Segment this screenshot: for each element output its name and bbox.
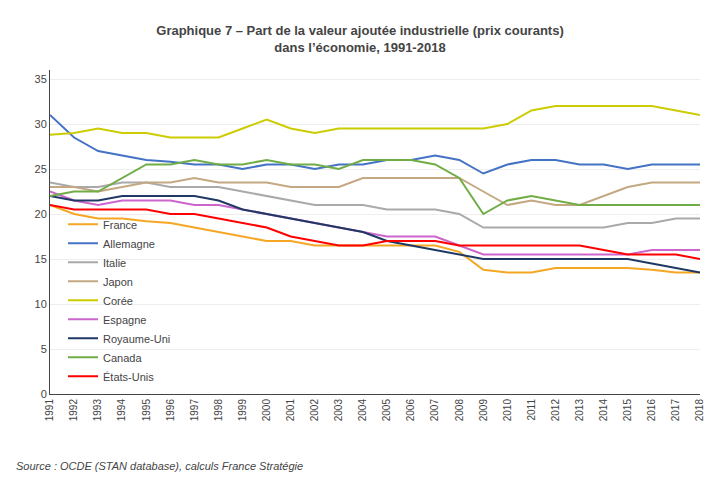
- svg-text:2006: 2006: [405, 399, 416, 422]
- svg-text:Italie: Italie: [103, 257, 126, 269]
- svg-text:1991: 1991: [44, 399, 55, 422]
- svg-text:2012: 2012: [550, 399, 561, 422]
- svg-text:Source : OCDE (STAN database),: Source : OCDE (STAN database), calculs F…: [16, 460, 303, 472]
- svg-text:2013: 2013: [574, 399, 585, 422]
- svg-text:2007: 2007: [429, 399, 440, 422]
- svg-text:1998: 1998: [213, 399, 224, 422]
- svg-text:2008: 2008: [454, 399, 465, 422]
- svg-text:2002: 2002: [309, 399, 320, 422]
- svg-text:10: 10: [35, 298, 47, 310]
- svg-text:25: 25: [35, 163, 47, 175]
- svg-text:0: 0: [41, 388, 47, 400]
- svg-text:2005: 2005: [381, 399, 392, 422]
- svg-text:15: 15: [35, 253, 47, 265]
- svg-text:Allemagne: Allemagne: [103, 238, 155, 250]
- svg-text:2000: 2000: [261, 399, 272, 422]
- svg-text:Canada: Canada: [103, 352, 142, 364]
- svg-text:2011: 2011: [526, 399, 537, 421]
- svg-text:Espagne: Espagne: [103, 314, 146, 326]
- svg-text:1996: 1996: [165, 399, 176, 422]
- svg-text:Graphique 7 – Part de la valeu: Graphique 7 – Part de la valeur ajoutée …: [156, 23, 563, 55]
- svg-text:2015: 2015: [622, 399, 633, 422]
- svg-text:5: 5: [41, 343, 47, 355]
- svg-text:2009: 2009: [478, 399, 489, 422]
- svg-text:30: 30: [35, 118, 47, 130]
- svg-text:2018: 2018: [694, 399, 705, 422]
- svg-text:35: 35: [35, 73, 47, 85]
- svg-text:1994: 1994: [116, 399, 127, 422]
- svg-text:1999: 1999: [237, 399, 248, 422]
- svg-text:2001: 2001: [285, 399, 296, 422]
- svg-text:1997: 1997: [189, 399, 200, 422]
- svg-text:États-Unis: États-Unis: [103, 371, 154, 383]
- svg-text:2016: 2016: [646, 399, 657, 422]
- svg-text:1993: 1993: [92, 399, 103, 422]
- svg-text:2004: 2004: [357, 399, 368, 422]
- svg-text:Royaume-Uni: Royaume-Uni: [103, 333, 170, 345]
- svg-text:2014: 2014: [598, 399, 609, 422]
- svg-text:1992: 1992: [68, 399, 79, 422]
- svg-text:Corée: Corée: [103, 295, 133, 307]
- svg-text:2003: 2003: [333, 399, 344, 422]
- svg-text:France: France: [103, 219, 137, 231]
- svg-text:20: 20: [35, 208, 47, 220]
- svg-text:2017: 2017: [670, 399, 681, 422]
- svg-text:1995: 1995: [141, 399, 152, 422]
- svg-text:Japon: Japon: [103, 276, 133, 288]
- svg-text:2010: 2010: [502, 399, 513, 422]
